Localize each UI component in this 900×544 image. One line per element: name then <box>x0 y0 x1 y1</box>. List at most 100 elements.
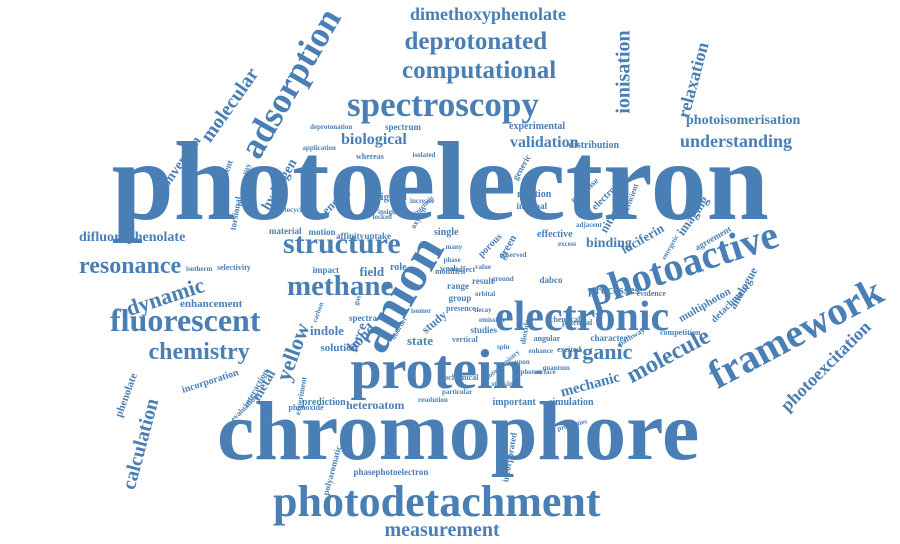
cloud-word: difluorophenolate <box>79 230 186 245</box>
cloud-word: surface <box>534 367 556 376</box>
cloud-word: modified <box>435 267 466 276</box>
cloud-word: distribution <box>568 140 620 151</box>
cloud-word: structure <box>283 227 401 260</box>
cloud-word: photoelectron <box>111 120 769 244</box>
cloud-word: vertical <box>452 335 478 344</box>
cloud-word: enhance <box>528 346 554 355</box>
cloud-word: excess <box>558 239 577 248</box>
cloud-word: dimethoxyphenolate <box>410 4 567 24</box>
cloud-word: stacking <box>491 379 517 388</box>
cloud-word: indole <box>310 322 344 338</box>
cloud-word: deprotonation <box>310 122 353 131</box>
cloud-word: phenoxide <box>288 403 324 412</box>
cloud-word: electronic <box>495 294 670 340</box>
cloud-word: role <box>390 262 407 273</box>
cloud-word: affinity <box>336 230 364 241</box>
cloud-word: uptake <box>364 230 392 241</box>
cloud-word: many <box>445 242 463 251</box>
cloud-word: ionisation <box>612 30 635 114</box>
cloud-word: dabco <box>539 274 563 285</box>
cloud-word: carbon <box>310 300 325 324</box>
cloud-word: decay <box>474 305 492 314</box>
cloud-word: single <box>434 227 459 238</box>
cloud-word: phasephotoelectron <box>353 466 429 477</box>
cloud-word: validation <box>510 134 579 151</box>
cloud-word: photoisomerisation <box>686 113 801 128</box>
cloud-word: deprotonated <box>404 27 548 55</box>
cloud-word: orbital <box>475 289 496 298</box>
cloud-word: locked <box>372 212 392 221</box>
cloud-word: observed <box>499 250 527 259</box>
cloud-word: insight <box>378 207 399 216</box>
cloud-word: selectivity <box>217 263 251 272</box>
cloud-word: isotherm <box>186 264 213 273</box>
cloud-word: particular <box>442 387 473 396</box>
cloud-word: ground <box>492 274 514 283</box>
cloud-word: spectroscopy <box>347 84 539 124</box>
cloud-word: presence <box>446 304 476 313</box>
cloud-word: effective <box>537 229 573 240</box>
cloud-word: relaxation <box>673 39 713 121</box>
cloud-word: prediction <box>302 397 346 408</box>
cloud-word: group <box>448 292 472 303</box>
cloud-word: material <box>269 225 302 236</box>
cloud-word: impact <box>312 264 340 275</box>
cloud-word: binding <box>586 236 632 251</box>
cloud-word: spin <box>497 342 510 351</box>
cloud-word: chemistry <box>148 339 250 365</box>
cloud-word: isomer <box>411 306 432 315</box>
cloud-word: state <box>407 332 433 348</box>
cloud-word: isolated <box>412 150 436 159</box>
cloud-word: organic <box>561 339 633 364</box>
cloud-word: effect <box>456 265 476 274</box>
cloud-word: studies <box>470 324 498 335</box>
cloud-word: chromophore <box>217 385 700 478</box>
cloud-word: spectrum <box>385 121 421 132</box>
cloud-word: phase <box>443 255 461 264</box>
cloud-word: quantum <box>542 363 570 372</box>
cloud-word: enhancement <box>180 297 243 310</box>
cloud-word: application <box>302 143 336 152</box>
cloud-word: weak <box>440 264 458 273</box>
cloud-word: rotation <box>517 189 552 200</box>
cloud-word: whereas <box>356 152 384 161</box>
cloud-word: resonance <box>79 253 182 279</box>
cloud-word: methane <box>287 269 394 302</box>
cloud-word: potential <box>562 318 593 327</box>
cloud-word: fluorescent <box>110 302 261 338</box>
cloud-word: important <box>492 397 536 408</box>
cloud-word: biological <box>341 131 407 148</box>
cloud-word: result <box>472 275 494 286</box>
cloud-word: simulation <box>548 397 594 408</box>
cloud-word: range <box>447 280 469 291</box>
cloud-word: value <box>475 262 491 271</box>
cloud-word: photon <box>520 367 542 376</box>
cloud-word: protein <box>350 339 524 401</box>
cloud-word: resolution <box>418 395 448 404</box>
cloud-word: chemical <box>550 315 581 324</box>
cloud-word: measurement <box>384 519 500 541</box>
cloud-word: angular <box>533 334 561 343</box>
cloud-word: ligand <box>377 190 407 203</box>
cloud-word: heteroatom <box>346 398 405 412</box>
cloud-word: adjacent <box>576 220 602 229</box>
cloud-word: internal <box>516 200 548 211</box>
cloud-word: field <box>359 263 385 279</box>
cloud-word: experimental <box>509 121 566 132</box>
cloud-word: increase <box>410 196 435 205</box>
cloud-word: spectra <box>349 312 377 323</box>
cloud-word: competition <box>660 328 701 337</box>
cloud-word: evidence <box>636 289 666 298</box>
cloud-word: computational <box>402 56 557 84</box>
cloud-word: motion <box>308 226 336 237</box>
cloud-word: photodetachment <box>273 477 601 526</box>
cloud-word: processes <box>588 281 640 297</box>
cloud-word: character <box>590 332 628 343</box>
cloud-word: emission <box>479 315 505 324</box>
cloud-word: photocycle <box>273 205 305 214</box>
cloud-word: understanding <box>680 131 793 151</box>
cloud-word: phenolate <box>112 371 140 419</box>
cloud-word: upon <box>514 357 530 366</box>
cloud-word: excited <box>557 345 581 354</box>
